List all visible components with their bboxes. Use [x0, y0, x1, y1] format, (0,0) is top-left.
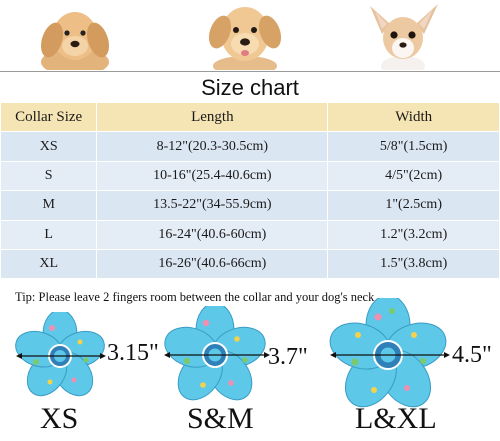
- flower-l-xl-image: [329, 298, 450, 408]
- column-header-collar-size: Collar Size: [0, 101, 98, 133]
- flower-s-m-size-label: S&M: [187, 402, 254, 435]
- table-row: L 16-24"(40.6-60cm) 1.2"(3.2cm): [0, 219, 500, 250]
- golden-retriever-puppy-photo: [30, 0, 120, 70]
- cell-width: 5/8"(1.5cm): [327, 131, 500, 162]
- flower-s-m-image: [164, 306, 270, 401]
- cell-width: 1"(2.5cm): [327, 190, 500, 221]
- flower-xs-size-label: XS: [40, 402, 79, 435]
- size-table: Collar Size Length Width XS 8-12"(20.3-3…: [0, 101, 500, 280]
- cell-length: 16-26"(40.6-66cm): [96, 248, 329, 280]
- chihuahua-photo: [362, 0, 444, 70]
- cell-width: 4/5"(2cm): [327, 160, 500, 192]
- cell-collar-size: XS: [0, 131, 98, 162]
- cell-length: 16-24"(40.6-60cm): [96, 219, 329, 250]
- table-row: M 13.5-22"(34-55.9cm) 1"(2.5cm): [0, 190, 500, 221]
- cell-length: 10-16"(25.4-40.6cm): [96, 160, 329, 192]
- photo-divider: [0, 71, 500, 72]
- flower-l-xl-size-label: L&XL: [355, 402, 437, 435]
- flower-xs-image: [15, 312, 106, 397]
- cell-collar-size: M: [0, 190, 98, 221]
- flower-s-m-dimension: 3.7": [268, 344, 308, 370]
- table-row: XL 16-26"(40.6-66cm) 1.5"(3.8cm): [0, 248, 500, 280]
- column-header-width: Width: [327, 101, 500, 133]
- cell-width: 1.5"(3.8cm): [327, 248, 500, 280]
- cell-collar-size: XL: [0, 248, 98, 280]
- golden-puppy-photo: [200, 0, 290, 70]
- table-header-row: Collar Size Length Width: [0, 101, 500, 133]
- fit-tip: Tip: Please leave 2 fingers room between…: [15, 290, 375, 304]
- flower-l-xl-dimension: 4.5": [452, 342, 492, 368]
- flower-xs-dimension: 3.15": [107, 340, 159, 366]
- cell-width: 1.2"(3.2cm): [327, 219, 500, 250]
- cell-collar-size: S: [0, 160, 98, 192]
- cell-length: 13.5-22"(34-55.9cm): [96, 190, 329, 221]
- table-row: XS 8-12"(20.3-30.5cm) 5/8"(1.5cm): [0, 131, 500, 162]
- cell-collar-size: L: [0, 219, 98, 250]
- page-title: Size chart: [201, 75, 299, 100]
- table-row: S 10-16"(25.4-40.6cm) 4/5"(2cm): [0, 160, 500, 192]
- cell-length: 8-12"(20.3-30.5cm): [96, 131, 329, 162]
- column-header-length: Length: [96, 101, 329, 133]
